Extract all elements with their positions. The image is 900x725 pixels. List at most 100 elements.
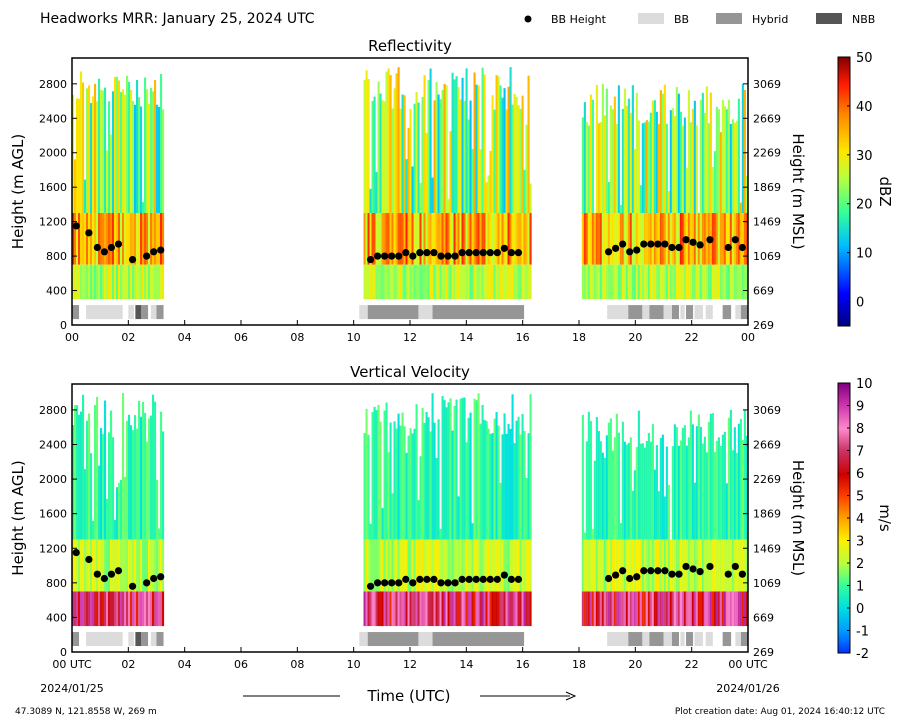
bb-height-series [72, 548, 746, 590]
figure-title: Headworks MRR: January 25, 2024 UTC [40, 11, 315, 27]
y-tick-label: 1200 [39, 216, 67, 229]
y-tick-label-right: 1469 [753, 216, 781, 229]
x-tick-label: 06 [234, 658, 248, 671]
x-tick-label: 12 [403, 331, 417, 344]
y-tick-label-right: 2669 [753, 112, 781, 125]
bb-height-point [661, 567, 669, 575]
bb-height-point [626, 248, 634, 256]
bb-height-point [724, 570, 732, 578]
bb-type-segment [642, 632, 650, 647]
bb-height-point [633, 573, 641, 581]
bb-height-point [647, 240, 655, 248]
x-tick-label: 08 [290, 658, 304, 671]
colorbar-tick-label: 50 [856, 51, 873, 66]
bb-height-point [423, 575, 431, 583]
bb-type-segment [156, 632, 164, 647]
bb-height-point [472, 249, 480, 257]
start-date-label: 2024/01/25 [40, 682, 103, 695]
bb-height-point [128, 582, 137, 590]
bb-type-segment [135, 305, 142, 320]
bb-type-segment [694, 305, 703, 320]
bb-type-segment [735, 305, 741, 320]
bb-type-segment [128, 632, 134, 647]
x-tick-label: 06 [234, 331, 248, 344]
bb-type-segment [686, 305, 694, 320]
bb-type-segment [663, 305, 672, 320]
colorbar-tick-label: 2 [856, 557, 864, 572]
bb-type-segment [740, 305, 748, 320]
y-tick-label-right: 1069 [753, 250, 781, 263]
x-tick-label: 14 [459, 658, 473, 671]
x-tick-label: 18 [572, 331, 586, 344]
bb-height-point [157, 246, 165, 254]
bb-height-point [647, 567, 655, 575]
bb-type-segment [649, 305, 664, 320]
y-tick-label-right: 2669 [753, 439, 781, 452]
bb-height-point [640, 567, 648, 575]
bb-height-point [640, 240, 648, 248]
x-tick-label: 00 [65, 331, 79, 344]
bb-height-point [479, 575, 487, 583]
y-tick-label-right: 269 [753, 646, 774, 659]
y-axis-label: Height (m AGL) [9, 134, 27, 249]
echo-period [72, 392, 165, 627]
bb-type-segment [740, 632, 748, 647]
y-tick-label: 2800 [39, 404, 67, 417]
time-arrow-head [565, 691, 577, 701]
colorbar-tick-label: 10 [856, 377, 873, 392]
bb-height-point [654, 240, 662, 248]
bb-height-point [479, 249, 487, 257]
panel-title: Vertical Velocity [350, 363, 470, 381]
colorbar-tick-label: 8 [856, 422, 864, 437]
bb-type-segment [418, 305, 433, 320]
bb-height-point [444, 579, 452, 587]
echo-period [363, 393, 532, 627]
bb-height-point [604, 248, 613, 256]
bb-height-point [619, 240, 627, 248]
bb-type-segment [649, 632, 664, 647]
y-tick-label-right: 669 [753, 285, 774, 298]
bb-type-segment [663, 632, 672, 647]
bb-height-point [500, 244, 508, 252]
bb-height-point [612, 571, 620, 579]
legend-label: NBB [852, 13, 875, 26]
x-tick-label: 00 [741, 331, 755, 344]
bb-height-point [696, 568, 704, 576]
bb-height-point [689, 565, 697, 573]
bb-height-point [150, 574, 158, 583]
bb-height-point [381, 579, 389, 587]
bb-height-point [738, 243, 746, 252]
y-tick-label: 2800 [39, 78, 67, 91]
bb-height-point [486, 249, 494, 257]
echo-field [72, 67, 748, 300]
legend-bb-height-dot [524, 15, 532, 23]
bb-height-point [514, 249, 523, 257]
bb-height-point [731, 562, 739, 571]
bb-height-point [423, 249, 431, 257]
x-tick-label: 10 [347, 658, 361, 671]
colorbar-tick-label: 1 [856, 580, 864, 595]
bb-height-point [724, 243, 732, 252]
colorbar-tick-label: 10 [856, 247, 873, 262]
y-tick-label: 2000 [39, 147, 67, 160]
y-tick-label: 2000 [39, 473, 67, 486]
bb-height-point [395, 579, 403, 587]
bb-height-point [395, 252, 403, 260]
x-axis-label: Time (UTC) [367, 687, 451, 705]
y-tick-label: 2400 [39, 439, 67, 452]
bb-height-point [388, 579, 396, 587]
bb-type-segment [680, 632, 685, 647]
bb-type-segment [722, 305, 732, 320]
y-tick-label: 400 [46, 611, 67, 624]
y-tick-label: 1200 [39, 542, 67, 555]
echo-period [363, 67, 532, 300]
x-tick-label: 12 [403, 658, 417, 671]
bb-height-point [507, 575, 515, 583]
bb-height-point [93, 570, 101, 578]
bb-height-point [486, 575, 494, 583]
bb-type-segment [367, 632, 419, 647]
bb-height-point [451, 252, 459, 260]
bb-height-point [100, 248, 108, 256]
y-tick-label: 2400 [39, 112, 67, 125]
legend-swatch [716, 13, 742, 24]
